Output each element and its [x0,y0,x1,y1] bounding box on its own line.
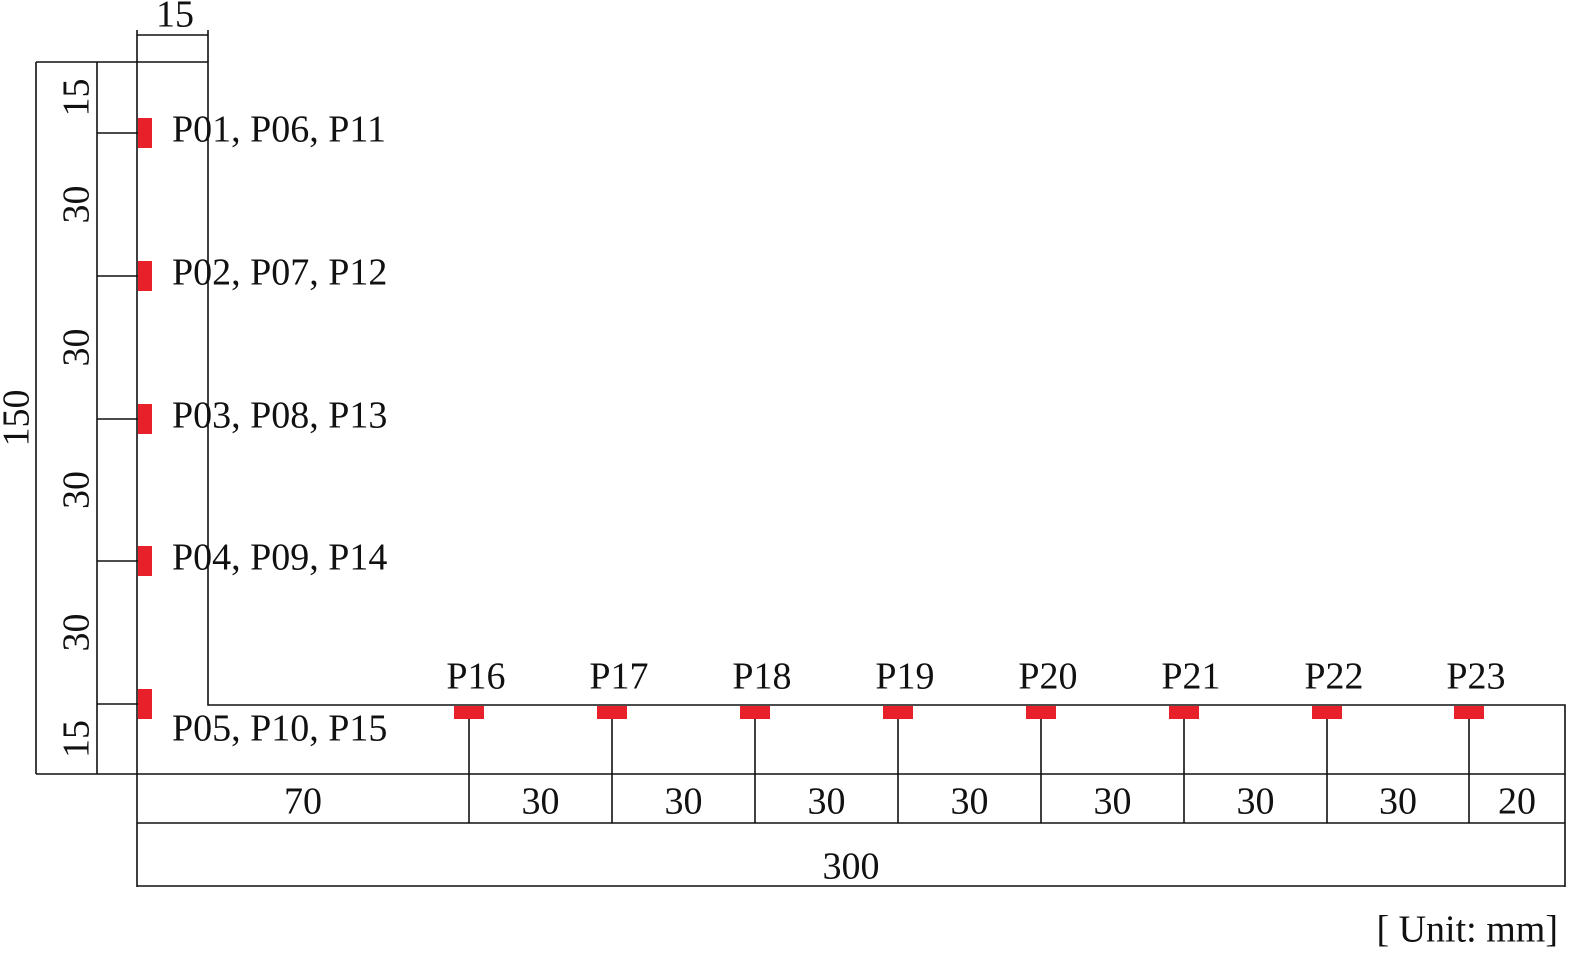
sensor [1454,706,1484,719]
dimension-label: 30 [1379,781,1417,823]
overall-height-label: 150 [0,390,38,447]
dimension-label: 30 [951,781,989,823]
sensor-label: P03, P08, P13 [172,395,387,437]
sensor [1169,706,1199,719]
sensor-label: P02, P07, P12 [172,252,387,294]
dimension-label: 30 [56,329,98,367]
dimension-label: 20 [1498,781,1536,823]
sensor [138,546,152,576]
dimension-label: 15 [56,79,98,117]
sensor-label: P04, P09, P14 [172,537,387,579]
sensor-label: P21 [1161,656,1220,698]
sensor-label: P01, P06, P11 [172,109,386,151]
sensor [1312,706,1342,719]
sensor-label: P23 [1446,656,1505,698]
sensor [138,404,152,434]
sensor-label: P05, P10, P15 [172,708,387,750]
dimension-label: 30 [1094,781,1132,823]
dimension-label: 30 [665,781,703,823]
sensor-label: P17 [589,656,648,698]
dimension-label: 30 [56,614,98,652]
dimension-label: 30 [56,186,98,224]
sensor-label: P18 [732,656,791,698]
sensor-label: P22 [1304,656,1363,698]
sensor [1026,706,1056,719]
overall-width-label: 300 [823,846,880,888]
dimension-label: 30 [522,781,560,823]
unit-note: [ Unit: mm] [1376,909,1558,951]
top-width-label: 15 [156,0,194,36]
sensor-label: P20 [1018,656,1077,698]
sensor-label: P19 [875,656,934,698]
dimension-label: 15 [56,720,98,758]
sensor [138,689,152,719]
sensor [138,261,152,291]
sensor [740,706,770,719]
sensor [883,706,913,719]
dimension-label: 30 [808,781,846,823]
sensor-label: P16 [446,656,505,698]
sensor [597,706,627,719]
sensor [454,706,484,719]
dimension-label: 30 [1237,781,1275,823]
dimension-label: 70 [284,781,322,823]
sensor [138,118,152,148]
dimension-label: 30 [56,471,98,509]
